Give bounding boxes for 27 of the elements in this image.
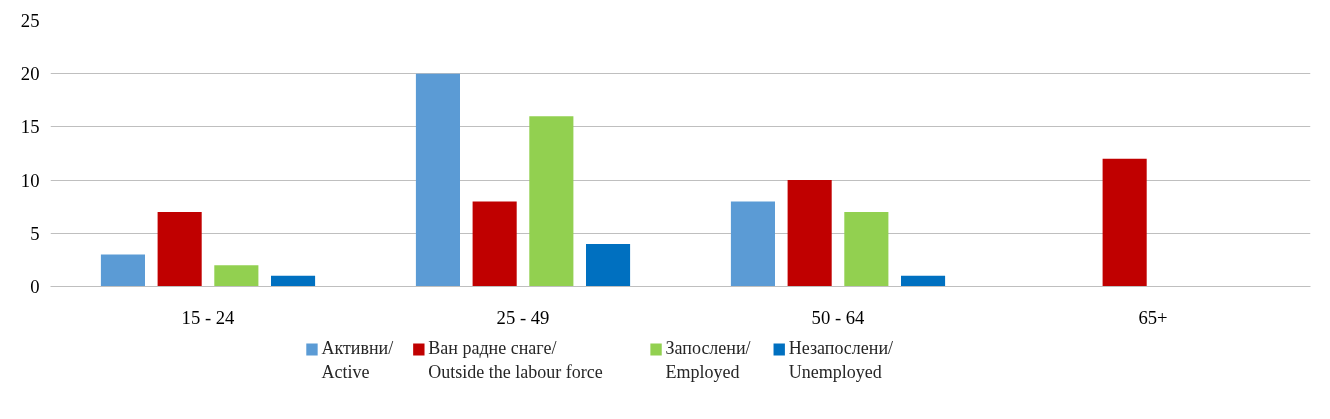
x-tick-label: 15 - 24 [181,306,236,328]
y-tick-label: 0 [30,276,40,297]
bar [214,265,259,287]
x-tick-label: 50 - 64 [811,306,866,328]
bar [1102,158,1147,287]
bar [586,243,631,287]
y-tick-label: 20 [20,63,40,85]
y-tick-label: 5 [30,222,40,244]
y-tick-label: 10 [20,169,40,191]
legend-label: Активни/ Active [321,337,394,382]
legend-label: Запослени/ Employed [665,337,751,382]
bar [415,73,460,287]
bar [730,201,775,287]
y-tick-label: 15 [20,116,40,138]
bar [529,116,574,287]
bar [787,180,832,287]
x-tick-label: 25 - 49 [496,306,550,328]
y-tick-label: 25 [20,10,40,31]
bar [901,275,946,287]
bar [157,212,202,287]
legend-label: Ван радне снаге/ Outside the labour force [428,337,603,382]
bar [271,275,316,287]
bar [472,201,517,287]
x-tick-label: 65+ [1138,306,1168,328]
legend-label: Незапослени/ Unemployed [788,337,894,382]
bar [100,254,145,287]
bar [844,212,889,287]
